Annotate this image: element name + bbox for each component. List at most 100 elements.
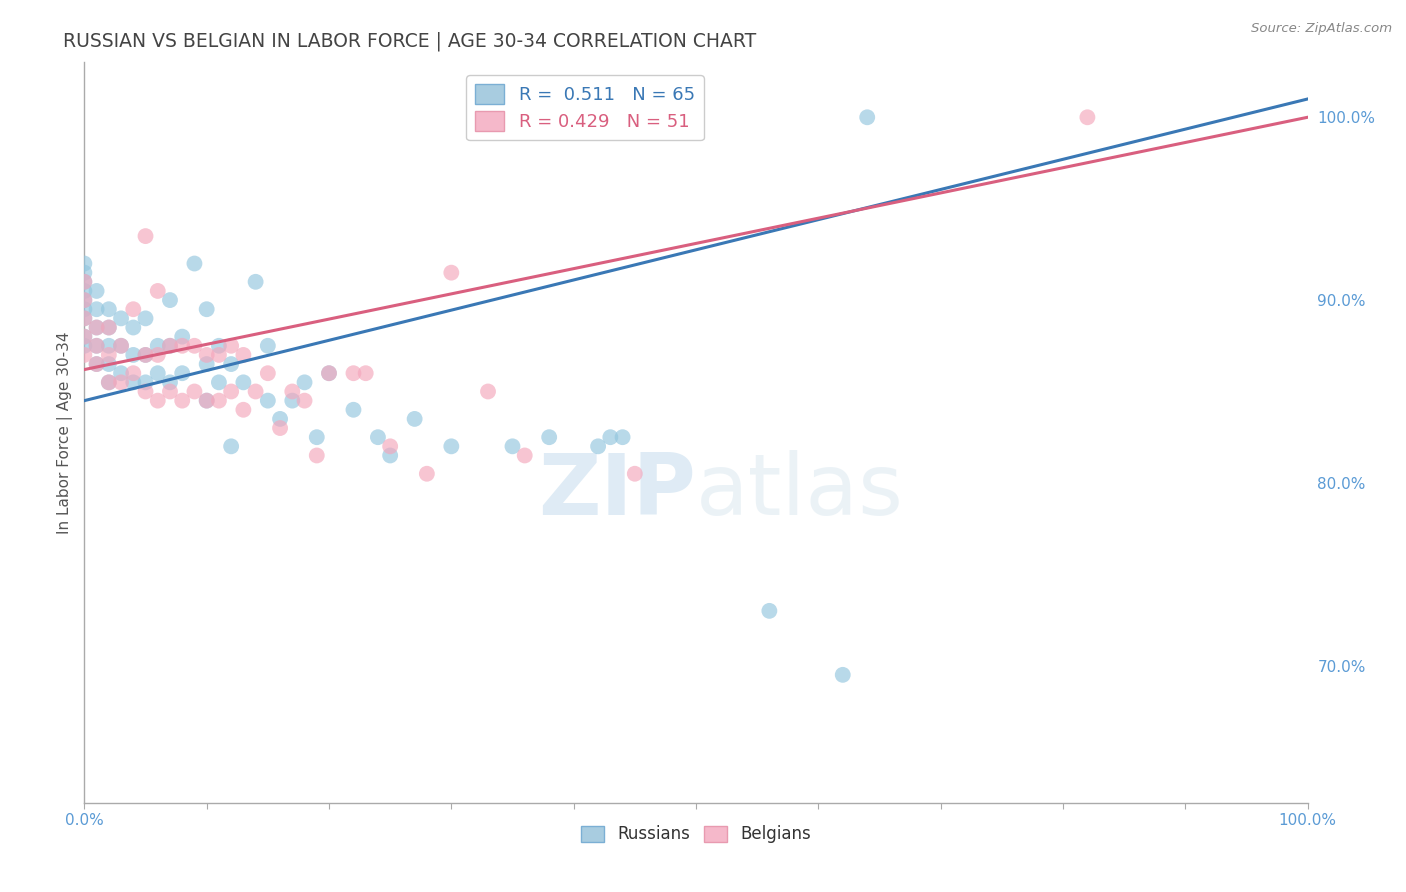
Point (135, 229, 157, 244)
Point (195, 357, 218, 371)
Point (73, 348, 96, 362)
Point (86, 320, 108, 334)
Point (318, 366, 340, 380)
Point (146, 348, 169, 362)
Point (245, 384, 267, 399)
Text: Source: ZipAtlas.com: Source: ZipAtlas.com (1251, 22, 1392, 36)
Point (440, 439, 463, 453)
Point (122, 348, 145, 362)
Point (586, 439, 609, 453)
Point (367, 430, 389, 444)
Point (146, 366, 169, 380)
Point (257, 339, 280, 353)
Point (97, 320, 120, 334)
Point (513, 449, 536, 463)
Text: ZIP: ZIP (538, 450, 696, 533)
Point (146, 339, 169, 353)
Point (440, 266, 463, 280)
Point (86, 284, 108, 298)
Point (257, 366, 280, 380)
Point (208, 348, 231, 362)
Point (73, 302, 96, 317)
Point (477, 384, 499, 399)
Point (380, 449, 402, 463)
Point (856, 110, 879, 124)
Point (73, 339, 96, 353)
Point (73, 329, 96, 343)
Point (86, 357, 108, 371)
Point (73, 311, 96, 326)
Point (624, 467, 647, 481)
Point (122, 376, 145, 390)
Point (195, 393, 218, 408)
Point (245, 275, 267, 289)
Point (135, 384, 157, 399)
Point (219, 439, 242, 453)
Point (97, 357, 120, 371)
Point (758, 604, 780, 618)
Point (538, 430, 561, 444)
Point (831, 668, 853, 682)
Point (172, 393, 194, 408)
Point (86, 339, 108, 353)
Point (110, 311, 132, 326)
Point (73, 293, 96, 307)
Point (159, 293, 181, 307)
Point (1076, 110, 1098, 124)
Point (97, 376, 120, 390)
Point (219, 339, 242, 353)
Point (183, 339, 205, 353)
Point (195, 393, 218, 408)
Point (183, 384, 205, 399)
Legend: Russians, Belgians: Russians, Belgians (574, 819, 818, 850)
Point (159, 339, 181, 353)
Point (354, 366, 377, 380)
Point (502, 439, 524, 453)
Point (257, 393, 280, 408)
Point (208, 393, 231, 408)
Point (146, 284, 169, 298)
Point (318, 366, 340, 380)
Point (73, 275, 96, 289)
Point (305, 430, 328, 444)
Point (294, 393, 316, 408)
Y-axis label: In Labor Force | Age 30-34: In Labor Force | Age 30-34 (58, 331, 73, 534)
Point (73, 284, 96, 298)
Point (281, 384, 304, 399)
Point (97, 320, 120, 334)
Point (97, 302, 120, 317)
Point (404, 412, 426, 426)
Point (159, 339, 181, 353)
Point (159, 384, 181, 399)
Point (232, 348, 254, 362)
Point (73, 293, 96, 307)
Point (380, 439, 402, 453)
Point (183, 256, 205, 270)
Point (97, 376, 120, 390)
Point (135, 376, 157, 390)
Point (86, 339, 108, 353)
Point (232, 402, 254, 417)
Point (146, 393, 169, 408)
Point (172, 366, 194, 380)
Point (73, 275, 96, 289)
Point (86, 357, 108, 371)
Point (195, 348, 218, 362)
Point (97, 339, 120, 353)
Point (342, 366, 364, 380)
Point (110, 339, 132, 353)
Point (122, 320, 145, 334)
Point (159, 376, 181, 390)
Point (232, 376, 254, 390)
Point (172, 339, 194, 353)
Point (269, 421, 291, 435)
Point (305, 449, 328, 463)
Point (208, 339, 231, 353)
Point (599, 430, 621, 444)
Point (86, 302, 108, 317)
Point (269, 412, 291, 426)
Point (97, 348, 120, 362)
Text: atlas: atlas (696, 450, 904, 533)
Point (135, 311, 157, 326)
Point (219, 384, 242, 399)
